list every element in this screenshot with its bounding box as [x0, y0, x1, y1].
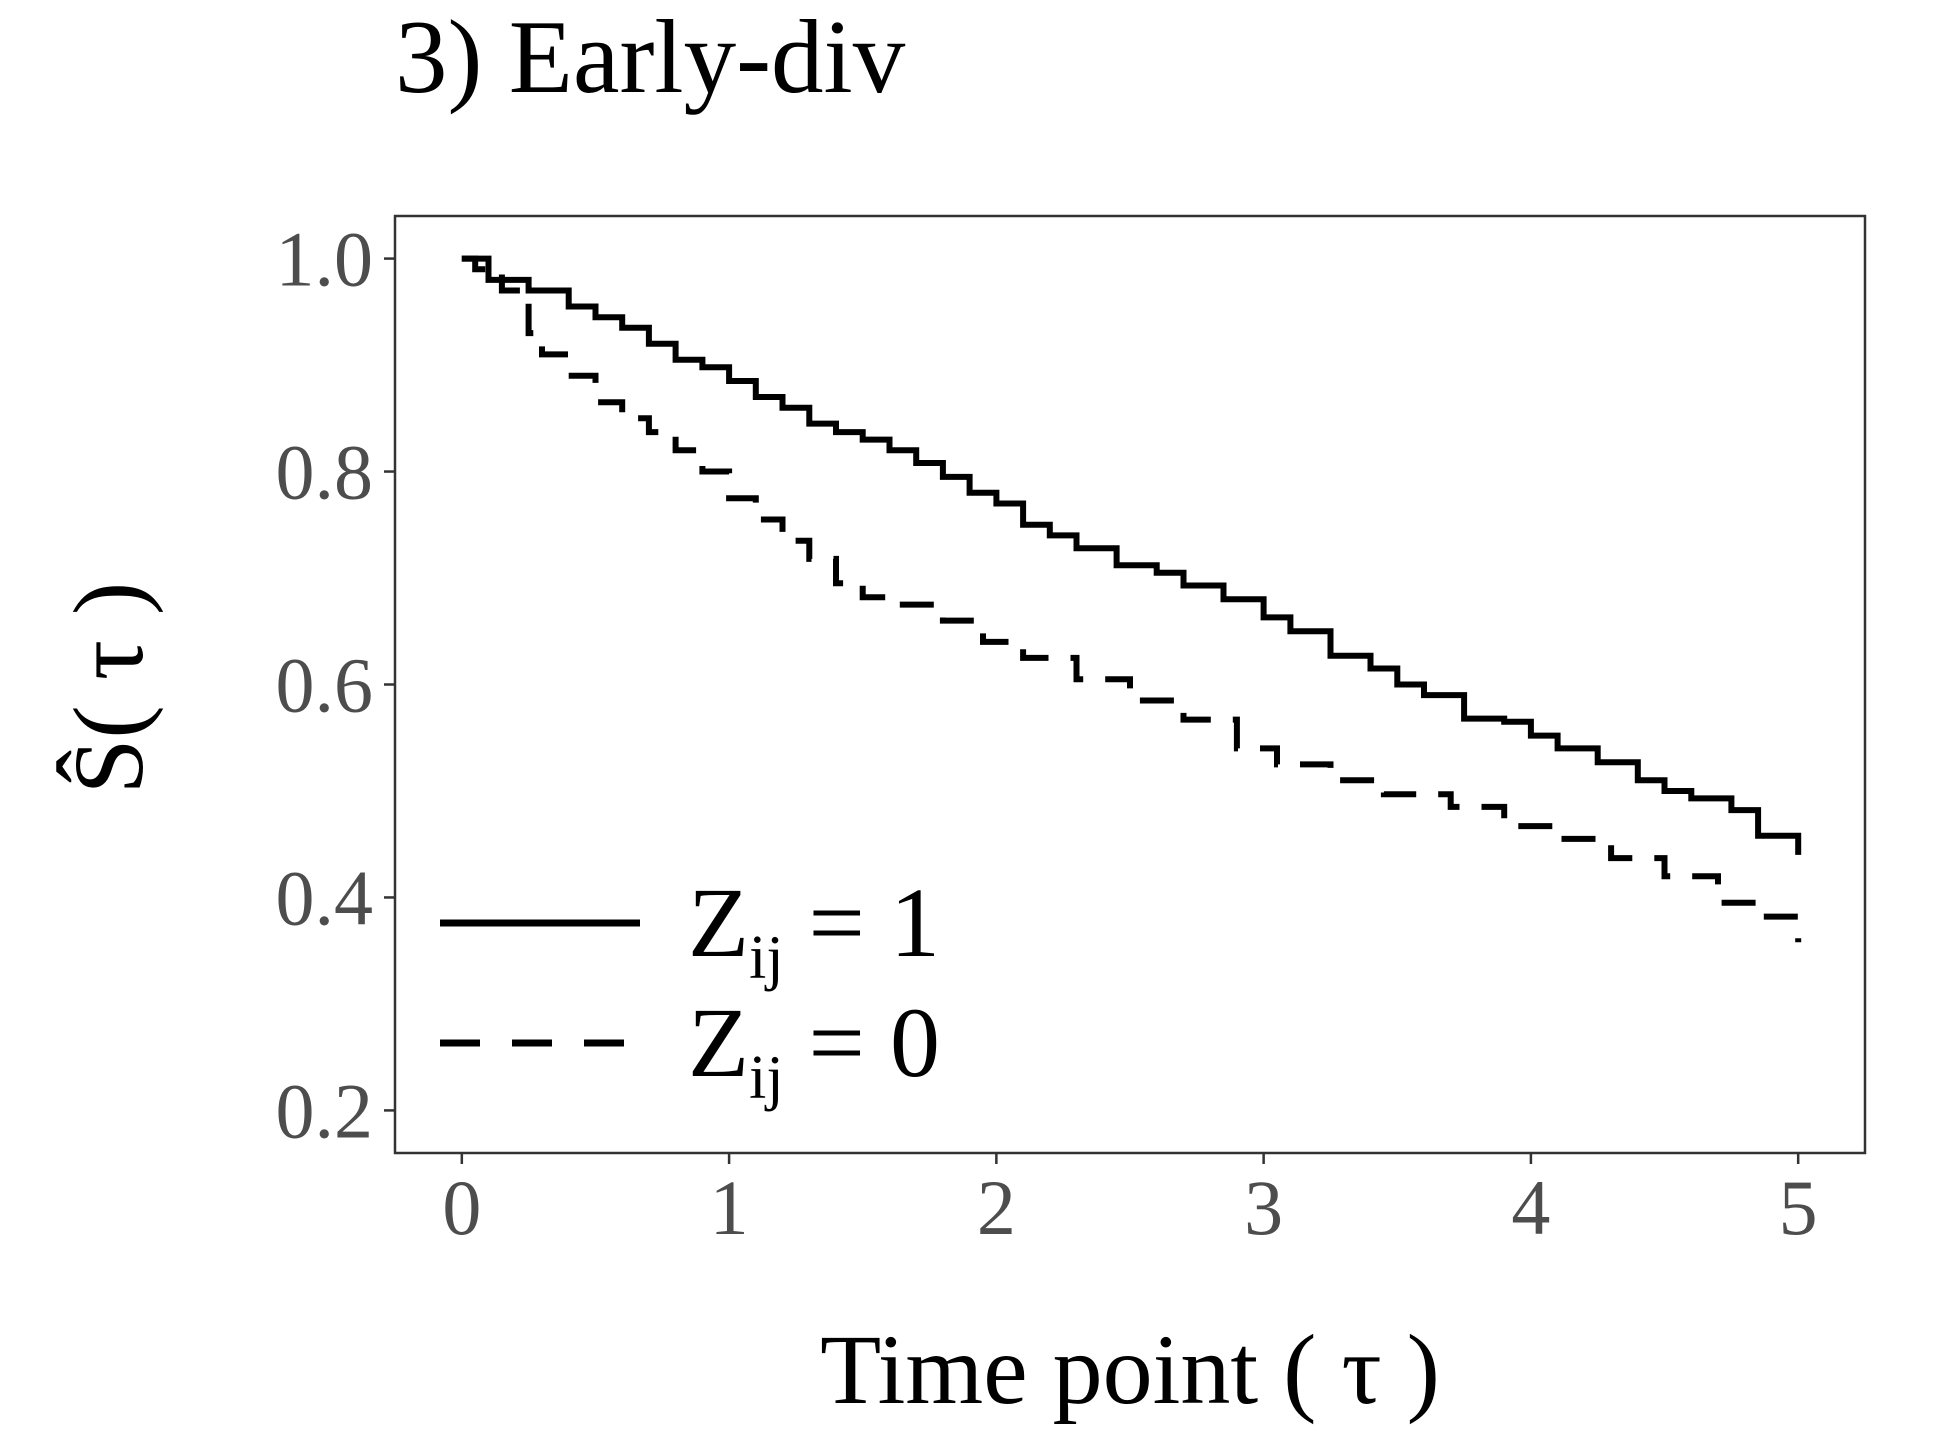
legend-label-subscript: ij: [749, 924, 783, 992]
legend-label-main: Z: [688, 987, 749, 1098]
series-layer: [461, 255, 1802, 943]
solid-series-line: [461, 255, 1802, 855]
x-axis: 0 1 2 3 4 5: [442, 1153, 1818, 1251]
legend-label: Zij = 1: [688, 867, 940, 992]
x-tick-label: 4: [1511, 1164, 1550, 1251]
y-tick-label: 0.8: [276, 429, 374, 516]
x-tick-label: 0: [442, 1164, 481, 1251]
x-tick-label: 3: [1244, 1164, 1283, 1251]
y-tick-label: 0.6: [276, 642, 374, 729]
x-tick-label: 1: [710, 1164, 749, 1251]
dashed-series-line: [461, 255, 1802, 943]
legend-label-subscript: ij: [749, 1044, 783, 1112]
y-axis: 0.2 0.4 0.6 0.8 1.0: [276, 216, 395, 1154]
y-axis-label: Ŝ( τ ): [53, 582, 164, 794]
legend-label: Zij = 0: [688, 987, 940, 1112]
x-axis-label: Time point ( τ ): [820, 1314, 1440, 1425]
legend-label-rest: = 1: [784, 867, 940, 978]
y-tick-label: 1.0: [276, 216, 374, 303]
x-tick-label: 5: [1779, 1164, 1818, 1251]
x-tick-label: 2: [977, 1164, 1016, 1251]
legend-label-main: Z: [688, 867, 749, 978]
chart-title: 3) Early-div: [395, 0, 906, 115]
y-tick-label: 0.4: [276, 854, 374, 941]
y-tick-label: 0.2: [276, 1067, 374, 1154]
legend-label-rest: = 0: [784, 987, 940, 1098]
